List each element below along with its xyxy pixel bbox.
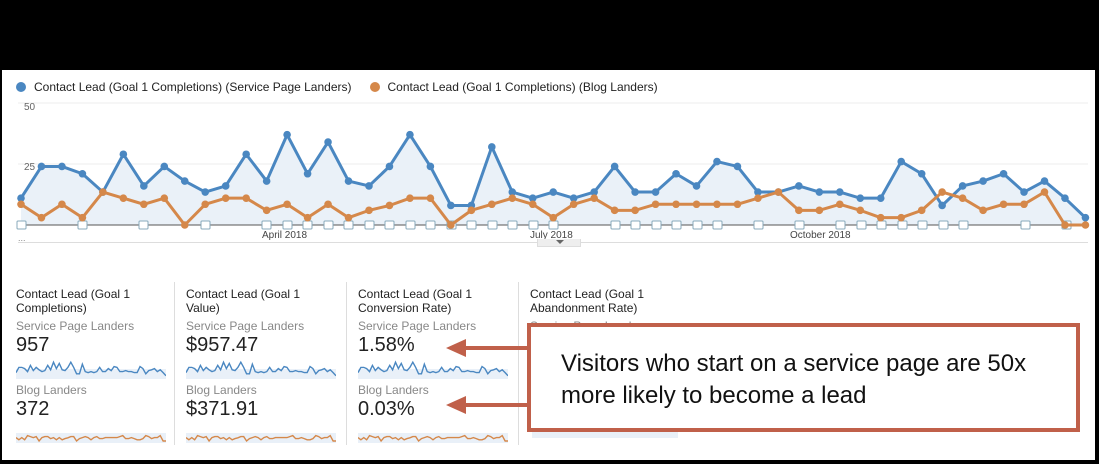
segment-label: Service Page Landers (186, 319, 305, 333)
sparkline-orange (16, 433, 166, 443)
y-tick-50: 50 (24, 102, 36, 113)
x-tick-october: October 2018 (790, 230, 851, 241)
metric-value: 1.58% (358, 334, 415, 356)
metric-cards: Contact Lead (Goal 1 Completions) Servic… (2, 282, 690, 452)
segment-label: Blog Landers (186, 383, 257, 397)
annotations-toggle-button[interactable] (537, 239, 581, 247)
metric-value: 372 (16, 398, 50, 420)
segment-label: Blog Landers (16, 383, 87, 397)
line-chart[interactable]: 50 25 ... April 2018 July 2018 October 2… (2, 100, 1095, 245)
legend-label: Contact Lead (Goal 1 Completions) (Servi… (34, 80, 352, 94)
annotation-callout: Visitors who start on a service page are… (527, 323, 1080, 432)
analytics-panel: Contact Lead (Goal 1 Completions) (Servi… (2, 70, 1095, 460)
metric-card-conversion-rate[interactable]: Contact Lead (Goal 1 Conversion Rate) Se… (346, 282, 518, 447)
more-annotations-link[interactable]: ... (18, 233, 26, 243)
callout-text: Visitors who start on a service page are… (561, 350, 1027, 409)
legend-label: Contact Lead (Goal 1 Completions) (Blog … (387, 80, 658, 94)
card-title: Contact Lead (Goal 1 Value) (186, 287, 301, 315)
segment-label: Service Page Landers (16, 319, 135, 333)
chart-legend: Contact Lead (Goal 1 Completions) (Servi… (16, 80, 658, 94)
sparkline-blue (186, 360, 336, 379)
legend-item-blog[interactable]: Contact Lead (Goal 1 Completions) (Blog … (369, 80, 658, 94)
metric-card-value[interactable]: Contact Lead (Goal 1 Value) Service Page… (174, 282, 346, 447)
x-tick-july: July 2018 (530, 230, 573, 241)
sparkline-orange (186, 433, 336, 443)
orange-dot-icon (369, 82, 380, 92)
chart-canvas[interactable] (2, 100, 1095, 245)
card-title: Contact Lead (Goal 1 Abandonment Rate) (530, 287, 645, 315)
sparkline-blue (358, 360, 508, 379)
segment-label: Blog Landers (358, 383, 429, 397)
legend-item-service-page[interactable]: Contact Lead (Goal 1 Completions) (Servi… (16, 80, 352, 94)
card-title: Contact Lead (Goal 1 Conversion Rate) (358, 287, 473, 315)
metric-value: $371.91 (186, 398, 259, 420)
metric-card-completions[interactable]: Contact Lead (Goal 1 Completions) Servic… (2, 282, 174, 447)
metric-value: $957.47 (186, 334, 259, 356)
blue-dot-icon (16, 82, 26, 92)
metric-value: 0.03% (358, 398, 415, 420)
callout-arrows (446, 339, 530, 414)
metric-value: 957 (16, 334, 50, 356)
card-title: Contact Lead (Goal 1 Completions) (16, 287, 131, 315)
sparkline-orange (358, 433, 508, 443)
segment-label: Service Page Landers (358, 319, 477, 333)
x-tick-april: April 2018 (262, 230, 308, 241)
y-tick-25: 25 (24, 162, 36, 173)
sparkline-blue (16, 360, 166, 379)
